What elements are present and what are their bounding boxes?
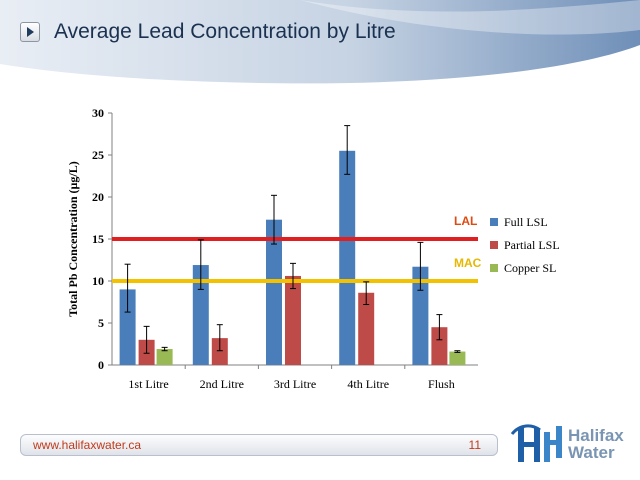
y-tick-label: 30	[92, 106, 104, 120]
y-tick-label: 20	[92, 190, 104, 204]
logo-text-line: Halifax	[568, 426, 624, 445]
legend-label: Copper SL	[504, 261, 556, 275]
y-tick-label: 0	[98, 358, 104, 372]
y-tick-label: 5	[98, 316, 104, 330]
x-tick-label: 4th Litre	[347, 377, 389, 391]
page-number: 11	[468, 438, 481, 452]
legend-swatch	[490, 241, 498, 249]
legend-swatch	[490, 218, 498, 226]
footer-url[interactable]: www.halifaxwater.ca	[33, 438, 142, 452]
legend-label: Partial LSL	[504, 238, 560, 252]
x-tick-label: Flush	[428, 377, 455, 391]
reference-line-label: LAL	[454, 214, 477, 228]
header-swoosh	[0, 0, 640, 84]
x-tick-label: 2nd Litre	[200, 377, 244, 391]
bar	[339, 150, 356, 365]
slide-header: Average Lead Concentration by Litre	[0, 0, 640, 90]
logo-mark-icon	[510, 424, 562, 462]
halifax-water-logo: Halifax Water	[510, 424, 630, 466]
bar	[358, 292, 375, 365]
lead-concentration-chart: 0 5 10 15 20 25 30 Total Pb Concentration (µg/L…	[66, 106, 560, 391]
bar	[192, 265, 209, 365]
bar	[156, 349, 173, 365]
bar	[211, 338, 228, 365]
bar	[412, 266, 429, 365]
footer-bar: www.halifaxwater.ca 11	[20, 434, 498, 456]
y-axis-label: Total Pb Concentration (µg/L)	[66, 161, 80, 316]
bar	[449, 351, 466, 365]
bar	[285, 275, 301, 365]
logo-text: Halifax Water	[568, 427, 624, 461]
x-tick-label: 3rd Litre	[274, 377, 316, 391]
legend-label: Full LSL	[504, 215, 548, 229]
slide-title: Average Lead Concentration by Litre	[54, 20, 396, 43]
y-tick-label: 10	[92, 274, 104, 288]
y-tick-label: 15	[92, 232, 104, 246]
bar	[431, 327, 448, 365]
legend-swatch	[490, 264, 498, 272]
bar	[266, 219, 282, 365]
play-icon[interactable]	[20, 22, 40, 42]
bar	[119, 289, 136, 365]
reference-line-label: MAC	[454, 256, 482, 270]
x-tick-label: 1st Litre	[128, 377, 168, 391]
logo-text-line: Water	[568, 443, 615, 462]
y-tick-label: 25	[92, 148, 104, 162]
